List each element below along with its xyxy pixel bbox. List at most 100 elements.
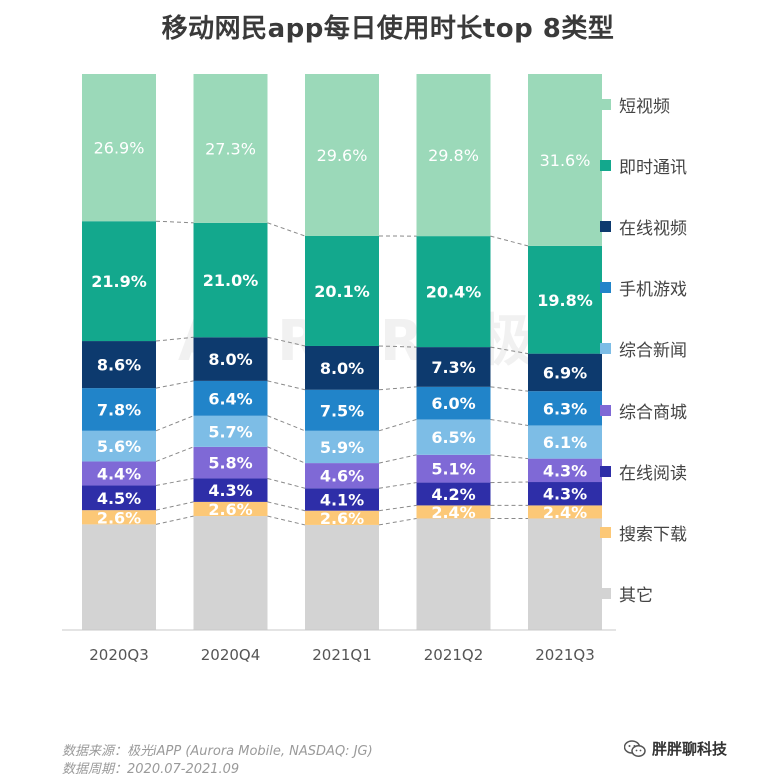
bar-segment bbox=[82, 461, 156, 486]
connector-line bbox=[267, 380, 306, 391]
wechat-icon bbox=[624, 739, 646, 757]
connector-line bbox=[267, 336, 306, 347]
legend-label: 手机游戏 bbox=[619, 280, 687, 301]
connector-line bbox=[155, 336, 194, 342]
data-label: 4.3% bbox=[543, 485, 587, 504]
data-label: 4.2% bbox=[431, 485, 475, 504]
connector-line bbox=[267, 501, 306, 512]
data-label: 4.3% bbox=[543, 461, 587, 480]
x-tick-label: 2021Q1 bbox=[312, 646, 372, 664]
data-label: 2.6% bbox=[320, 509, 364, 528]
bar-segment bbox=[528, 391, 602, 426]
bar-segment bbox=[416, 505, 491, 519]
data-label: 27.3% bbox=[205, 139, 256, 158]
data-label: 2.6% bbox=[208, 500, 252, 519]
legend-item: 在线视频 bbox=[600, 214, 770, 239]
data-label: 21.0% bbox=[203, 271, 259, 290]
chart-title: 移动网民app每日使用时长top 8类型 bbox=[161, 14, 615, 44]
connector-line bbox=[155, 415, 194, 432]
connector-line bbox=[378, 418, 417, 432]
connector-line bbox=[155, 515, 194, 525]
legend-item: 即时通讯 bbox=[600, 153, 770, 178]
bar-segment bbox=[82, 388, 156, 431]
legend-item: 在线阅读 bbox=[600, 459, 770, 484]
data-label: 7.8% bbox=[97, 400, 141, 419]
data-label: 21.9% bbox=[91, 272, 147, 291]
bar-segment bbox=[193, 74, 268, 223]
bar-segment bbox=[305, 510, 379, 525]
data-label: 26.9% bbox=[94, 139, 145, 158]
bar-segment bbox=[305, 389, 379, 431]
bar-segment bbox=[416, 482, 491, 506]
connector-line bbox=[155, 380, 194, 389]
legend-swatch bbox=[600, 282, 611, 294]
bar-segment bbox=[528, 482, 602, 506]
data-label: 4.3% bbox=[208, 481, 252, 500]
bar-segment bbox=[528, 74, 602, 246]
x-tick-label: 2021Q3 bbox=[535, 646, 595, 664]
data-label: 4.1% bbox=[320, 490, 364, 509]
bar-segment bbox=[82, 485, 156, 511]
bar-segment bbox=[193, 337, 268, 381]
legend-item: 手机游戏 bbox=[600, 276, 770, 300]
bar-segment bbox=[82, 430, 156, 462]
bar-segment bbox=[305, 430, 379, 464]
connector-line bbox=[267, 415, 306, 432]
connector-line bbox=[490, 386, 529, 392]
legend-swatch bbox=[600, 588, 611, 600]
connector-line bbox=[155, 446, 194, 462]
bar-segment bbox=[305, 463, 379, 489]
data-label: 4.4% bbox=[97, 464, 141, 483]
data-label: 4.5% bbox=[97, 489, 141, 508]
bar-segment bbox=[82, 74, 156, 222]
data-period-text: 数据周期：2020.07-2021.09 bbox=[62, 762, 240, 777]
connector-line bbox=[378, 386, 417, 391]
bar-segment bbox=[305, 488, 379, 511]
data-label: 29.8% bbox=[428, 146, 479, 165]
connector-line bbox=[155, 220, 194, 224]
legend-label: 在线阅读 bbox=[619, 463, 687, 484]
connector-line bbox=[155, 477, 194, 487]
legend-item: 综合新闻 bbox=[600, 337, 770, 361]
bar-segment bbox=[416, 236, 491, 348]
data-label: 6.9% bbox=[543, 363, 587, 382]
bar-segment bbox=[416, 454, 491, 483]
bar-segment bbox=[528, 353, 602, 392]
bar-segment bbox=[193, 516, 268, 630]
connector-line bbox=[490, 418, 529, 426]
data-label: 20.4% bbox=[426, 283, 482, 302]
legend-label: 搜索下载 bbox=[619, 524, 687, 545]
bar-segment bbox=[305, 345, 379, 390]
data-label: 6.1% bbox=[543, 433, 587, 452]
data-label: 5.1% bbox=[431, 460, 475, 479]
bar-segment bbox=[193, 446, 268, 479]
connector-line bbox=[490, 481, 529, 484]
bar-segment bbox=[305, 74, 379, 236]
data-label: 31.6% bbox=[540, 151, 591, 170]
connector-line bbox=[378, 454, 417, 464]
legend-item: 综合商城 bbox=[600, 398, 770, 423]
legend-label: 在线视频 bbox=[619, 218, 687, 239]
legend-label: 即时通讯 bbox=[619, 157, 687, 178]
bar-segment bbox=[528, 458, 602, 483]
data-label: 5.9% bbox=[320, 438, 364, 457]
data-label: 5.6% bbox=[97, 437, 141, 456]
bar-segment bbox=[416, 347, 491, 387]
data-label: 6.4% bbox=[208, 389, 252, 408]
bar-segment bbox=[416, 518, 491, 630]
bar-segment bbox=[416, 386, 491, 420]
connector-line bbox=[378, 504, 417, 512]
legend-swatch bbox=[600, 404, 611, 416]
connector-line bbox=[267, 446, 306, 464]
bar-segment bbox=[305, 235, 379, 346]
bar-segment bbox=[193, 501, 268, 517]
x-tick-label: 2021Q2 bbox=[424, 646, 484, 664]
connector-line bbox=[378, 482, 417, 489]
bar-segment bbox=[193, 415, 268, 447]
data-label: 2.6% bbox=[97, 508, 141, 527]
legend-label: 综合商城 bbox=[619, 402, 687, 423]
data-label: 2.4% bbox=[543, 503, 587, 522]
connector-line bbox=[267, 515, 306, 526]
connector-line bbox=[155, 501, 194, 511]
